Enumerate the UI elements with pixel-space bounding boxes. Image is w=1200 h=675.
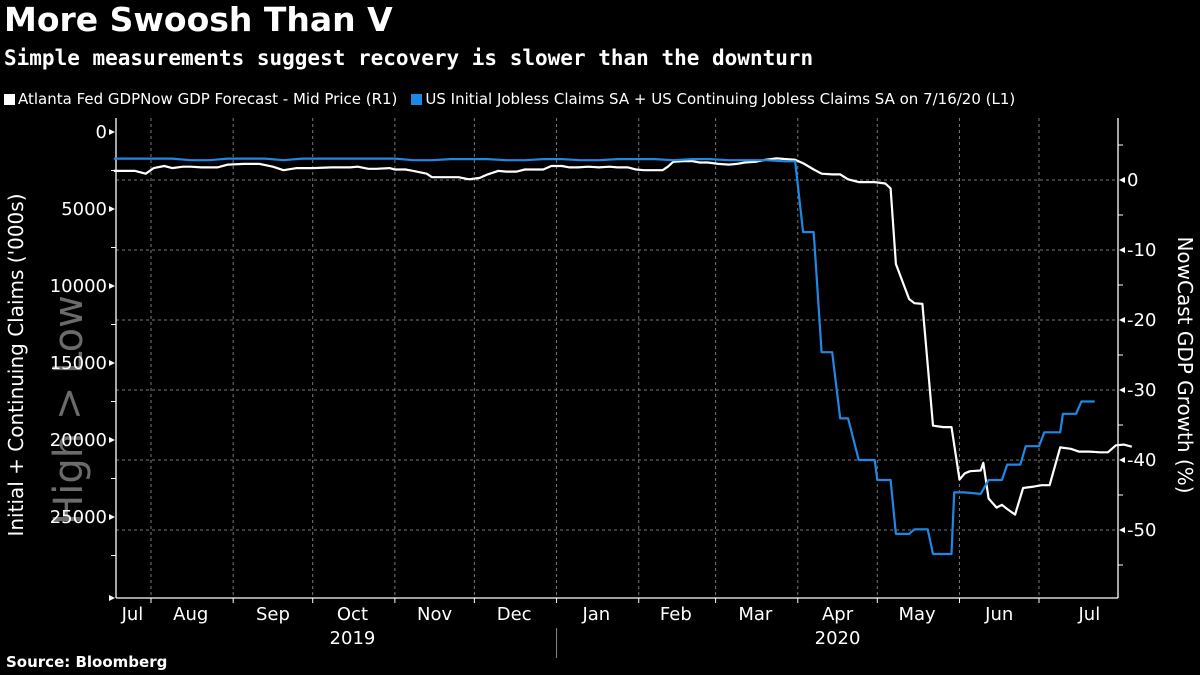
right-tick-mark	[1119, 247, 1125, 253]
x-month-label: Jun	[984, 604, 1013, 625]
left-tick-mark	[109, 360, 115, 366]
x-month-label: Nov	[417, 604, 452, 625]
x-month-label: Jul	[121, 604, 144, 625]
source-note: Source: Bloomberg	[6, 653, 168, 671]
x-month-label: Apr	[822, 604, 854, 625]
right-tick-label: -40	[1127, 450, 1156, 471]
x-month-label: Jan	[581, 604, 610, 625]
legend-label-gdp: Atlanta Fed GDPNow GDP Forecast - Mid Pr…	[18, 90, 398, 108]
right-tick-mark	[1119, 317, 1125, 323]
left-tick-label: 25000	[50, 507, 107, 528]
series-line-gdp	[113, 157, 1133, 516]
right-axis-ticks: 0 -10 -20 -30 -40 -50	[1118, 144, 1156, 566]
left-minor-tick	[109, 595, 115, 601]
right-tick-mark	[1119, 387, 1125, 393]
right-axis-title: NowCast GDP Growth (%)	[1173, 236, 1197, 493]
watermark-high-low: High > Low	[46, 295, 92, 525]
legend-swatch-claims	[411, 93, 423, 105]
x-month-label: Mar	[738, 604, 773, 625]
left-axis-ticks: 0 5000 10000 15000 20000 25000	[50, 122, 116, 601]
legend-swatch-gdp	[4, 93, 15, 105]
chart-title: More Swoosh Than V	[4, 0, 393, 39]
x-month-label: Dec	[497, 604, 532, 625]
left-tick-mark	[109, 129, 115, 135]
left-tick-mark	[109, 206, 115, 212]
left-tick-label: 20000	[50, 430, 107, 451]
left-tick-label: 5000	[61, 199, 107, 220]
left-tick-mark	[109, 514, 115, 520]
chart-subtitle: Simple measurements suggest recovery is …	[4, 46, 814, 70]
x-year-label: 2020	[815, 628, 861, 649]
grid-lines	[116, 118, 1118, 598]
x-month-label: Oct	[337, 604, 368, 625]
right-tick-mark	[1119, 457, 1125, 463]
axes	[115, 118, 1119, 599]
legend-label-claims: US Initial Jobless Claims SA + US Contin…	[425, 90, 1016, 108]
x-axis-ticks: Jul Aug Sep Oct Nov Dec Jan Feb Mar Apr May Jun Jul 2…	[121, 598, 1101, 658]
left-tick-label: 15000	[50, 353, 107, 374]
x-month-label: May	[898, 604, 936, 625]
left-tick-label: 10000	[50, 276, 107, 297]
series-line-claims	[113, 157, 1095, 556]
left-tick-mark	[109, 437, 115, 443]
right-tick-label: -10	[1127, 240, 1156, 261]
x-year-label: 2019	[330, 628, 376, 649]
right-tick-label: -50	[1127, 520, 1156, 541]
legend: Atlanta Fed GDPNow GDP Forecast - Mid Pr…	[4, 90, 1015, 108]
right-tick-label: -30	[1127, 380, 1156, 401]
right-tick-label: -20	[1127, 310, 1156, 331]
left-axis-title: Initial + Continuing Claims ('000s)	[4, 193, 28, 536]
x-month-label: Jul	[1078, 604, 1101, 625]
left-tick-label: 0	[96, 122, 107, 143]
legend-item-gdp[interactable]: Atlanta Fed GDPNow GDP Forecast - Mid Pr…	[4, 90, 397, 108]
x-month-label: Sep	[256, 604, 290, 625]
right-tick-mark	[1119, 527, 1125, 533]
x-month-label: Feb	[660, 604, 692, 625]
series-lines	[113, 157, 1133, 556]
legend-item-claims[interactable]: US Initial Jobless Claims SA + US Contin…	[411, 90, 1015, 108]
right-tick-mark	[1119, 177, 1125, 183]
left-tick-mark	[109, 283, 115, 289]
x-month-label: Aug	[173, 604, 208, 625]
right-tick-label: 0	[1127, 170, 1138, 191]
